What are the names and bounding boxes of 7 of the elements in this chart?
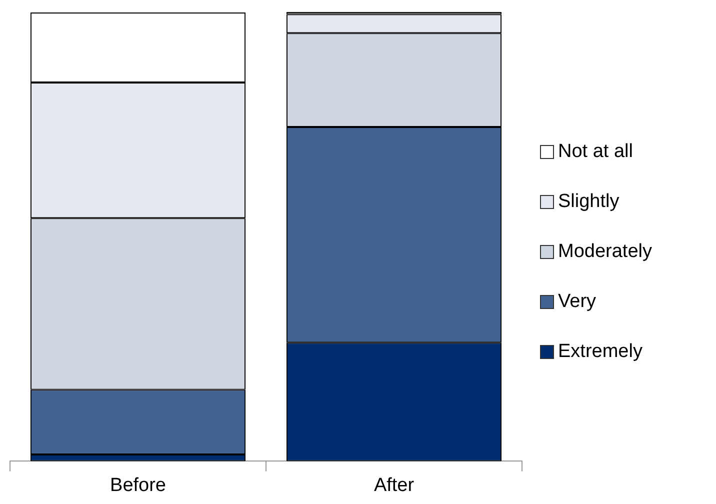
legend-label: Extremely [558,341,642,363]
x-tick-label: After [374,474,415,496]
legend-label: Slightly [558,191,620,213]
x-tick-label: Before [110,474,166,496]
legend-label: Not at all [558,141,633,163]
legend-label: Moderately [558,241,652,263]
legend-label: Very [558,291,596,313]
